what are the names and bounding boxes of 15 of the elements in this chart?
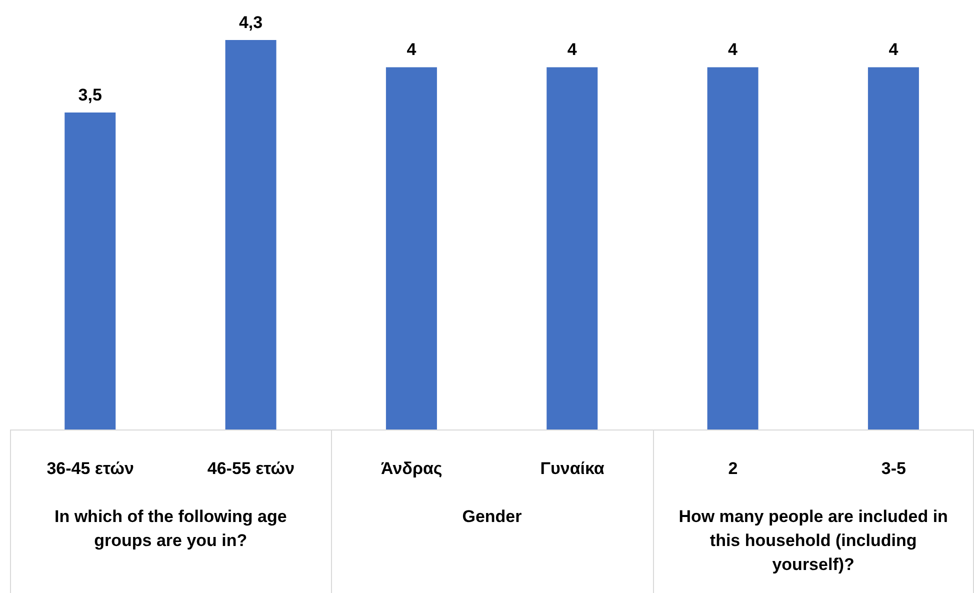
x-tick-label: Γυναίκα (540, 459, 605, 478)
x-tick-label: 2 (728, 459, 738, 478)
data-label: 3,5 (78, 86, 102, 105)
data-label: 4 (728, 40, 738, 60)
text: How many people are included in this household (including yourself)? (678, 506, 949, 576)
x-tick-label: 36-45 ετών (46, 459, 134, 478)
data-label: 4 (406, 40, 417, 60)
text: Gender (461, 506, 523, 528)
data-label: 4 (888, 40, 899, 60)
data-label: 4,3 (238, 13, 263, 32)
text: In which of the following age groups are you in? (54, 506, 288, 552)
data-label: 4 (567, 40, 578, 60)
x-tick-label: 46-55 ετών (207, 459, 295, 478)
x-tick-label: 3-5 (881, 459, 906, 478)
x-tick-label: Άνδρας (381, 459, 442, 478)
